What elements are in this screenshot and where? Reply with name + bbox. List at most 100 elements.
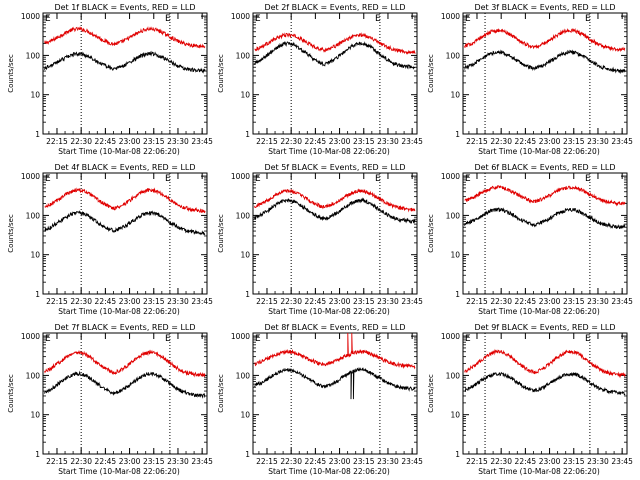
x-tick-label: 23:30 xyxy=(377,457,399,466)
x-tick-label: 22:45 xyxy=(515,137,537,146)
x-tick-label: 23:45 xyxy=(611,457,633,466)
x-tick-label: 22:45 xyxy=(305,297,327,306)
y-tick-label: 100 xyxy=(26,51,41,60)
y-tick-label: 1 xyxy=(455,130,460,139)
x-tick-label: 23:15 xyxy=(143,297,165,306)
e-marker: E xyxy=(45,174,51,184)
y-tick-label: 1000 xyxy=(231,332,250,341)
y-tick-label: 1000 xyxy=(441,332,460,341)
x-tick-label: 22:45 xyxy=(515,457,537,466)
panel-det-5f: Det 5f BLACK = Events, RED = LLD 1 10 100 10… xyxy=(217,163,423,316)
y-axis-label: Counts/sec xyxy=(427,214,435,253)
x-tick-label: 23:00 xyxy=(329,297,351,306)
y-tick-label: 1000 xyxy=(441,12,460,21)
series-events-black xyxy=(254,366,416,400)
x-tick-label: 23:30 xyxy=(377,297,399,306)
series-lld-red xyxy=(464,184,626,207)
x-tick-label: 22:45 xyxy=(95,457,117,466)
y-tick-label: 1000 xyxy=(231,12,250,21)
panel-det-1f: Det 1f BLACK = Events, RED = LLD 1 10 100 10… xyxy=(7,3,213,156)
series-events-black xyxy=(254,40,416,70)
e-marker: E xyxy=(165,334,171,344)
panel-title: Det 8f BLACK = Events, RED = LLD xyxy=(264,323,405,332)
x-tick-label: 23:45 xyxy=(401,457,423,466)
e-marker: E xyxy=(585,14,591,24)
y-axis-label: Counts/sec xyxy=(217,374,225,413)
e-marker: E xyxy=(255,174,261,184)
x-tick-label: 22:15 xyxy=(256,137,278,146)
series-events-black xyxy=(464,207,626,230)
x-tick-label: 23:15 xyxy=(563,457,585,466)
y-tick-label: 1 xyxy=(455,450,460,459)
y-tick-label: 1 xyxy=(455,290,460,299)
x-tick-label: 23:00 xyxy=(539,137,561,146)
x-tick-label: 22:15 xyxy=(466,137,488,146)
x-tick-label: 23:30 xyxy=(587,457,609,466)
x-tick-label: 22:45 xyxy=(95,297,117,306)
y-tick-label: 1000 xyxy=(21,12,40,21)
y-axis-label: Counts/sec xyxy=(7,214,15,253)
x-tick-label: 23:00 xyxy=(119,297,141,306)
y-tick-label: 10 xyxy=(30,251,40,260)
plot-frame xyxy=(42,172,208,295)
y-tick-label: 100 xyxy=(26,211,41,220)
y-tick-label: 1 xyxy=(245,290,250,299)
y-tick-label: 1000 xyxy=(21,172,40,181)
x-tick-label: 22:15 xyxy=(46,137,68,146)
x-tick-label: 23:00 xyxy=(539,297,561,306)
x-tick-label: 22:30 xyxy=(70,137,92,146)
panel-det-9f: Det 9f BLACK = Events, RED = LLD 1 10 100 10… xyxy=(427,323,633,476)
y-axis-label: Counts/sec xyxy=(7,54,15,93)
series-lld-red xyxy=(44,26,206,49)
panel-det-3f: Det 3f BLACK = Events, RED = LLD 1 10 100 10… xyxy=(427,3,633,156)
panel-title: Det 9f BLACK = Events, RED = LLD xyxy=(474,323,615,332)
x-tick-label: 23:15 xyxy=(143,137,165,146)
x-tick-label: 23:30 xyxy=(167,297,189,306)
x-tick-label: 23:00 xyxy=(119,457,141,466)
x-tick-label: 23:15 xyxy=(563,137,585,146)
y-tick-label: 10 xyxy=(240,411,250,420)
x-tick-label: 22:30 xyxy=(280,137,302,146)
x-tick-label: 23:45 xyxy=(191,137,213,146)
x-axis-label: Start Time (10-Mar-08 22:06:20) xyxy=(478,307,600,316)
plot-frame xyxy=(462,172,628,295)
plot-frame xyxy=(252,332,418,455)
x-tick-label: 23:00 xyxy=(329,457,351,466)
x-axis-label: Start Time (10-Mar-08 22:06:20) xyxy=(478,467,600,476)
series-lld-red xyxy=(254,188,416,213)
y-axis-label: Counts/sec xyxy=(427,374,435,413)
x-axis-label: Start Time (10-Mar-08 22:06:20) xyxy=(58,147,180,156)
x-tick-label: 23:30 xyxy=(587,137,609,146)
plot-frame xyxy=(42,332,208,455)
x-tick-label: 23:45 xyxy=(401,137,423,146)
x-axis-label: Start Time (10-Mar-08 22:06:20) xyxy=(268,307,390,316)
series-lld-red xyxy=(464,348,626,379)
panel-det-4f: Det 4f BLACK = Events, RED = LLD 1 10 100 10… xyxy=(7,163,213,316)
e-marker: E xyxy=(465,14,471,24)
x-tick-label: 22:30 xyxy=(70,457,92,466)
y-axis-label: Counts/sec xyxy=(427,54,435,93)
x-tick-label: 23:30 xyxy=(167,457,189,466)
x-axis-label: Start Time (10-Mar-08 22:06:20) xyxy=(478,147,600,156)
y-axis-label: Counts/sec xyxy=(217,214,225,253)
x-tick-label: 23:45 xyxy=(611,297,633,306)
panel-title: Det 3f BLACK = Events, RED = LLD xyxy=(474,3,615,12)
e-marker: E xyxy=(375,174,381,184)
plot-frame xyxy=(462,12,628,135)
panel-det-8f: Det 8f BLACK = Events, RED = LLD 1 10 100 10… xyxy=(217,323,423,476)
x-tick-label: 22:15 xyxy=(46,457,68,466)
y-axis-label: Counts/sec xyxy=(7,374,15,413)
x-tick-label: 22:15 xyxy=(466,457,488,466)
e-marker: E xyxy=(45,14,51,24)
e-marker: E xyxy=(375,334,381,344)
x-tick-label: 22:15 xyxy=(46,297,68,306)
y-tick-label: 100 xyxy=(236,51,251,60)
x-axis-label: Start Time (10-Mar-08 22:06:20) xyxy=(58,307,180,316)
panel-title: Det 1f BLACK = Events, RED = LLD xyxy=(54,3,195,12)
x-tick-label: 23:15 xyxy=(563,297,585,306)
e-marker: E xyxy=(585,334,591,344)
y-tick-label: 100 xyxy=(236,371,251,380)
plot-frame xyxy=(42,12,208,135)
x-tick-label: 22:15 xyxy=(256,297,278,306)
